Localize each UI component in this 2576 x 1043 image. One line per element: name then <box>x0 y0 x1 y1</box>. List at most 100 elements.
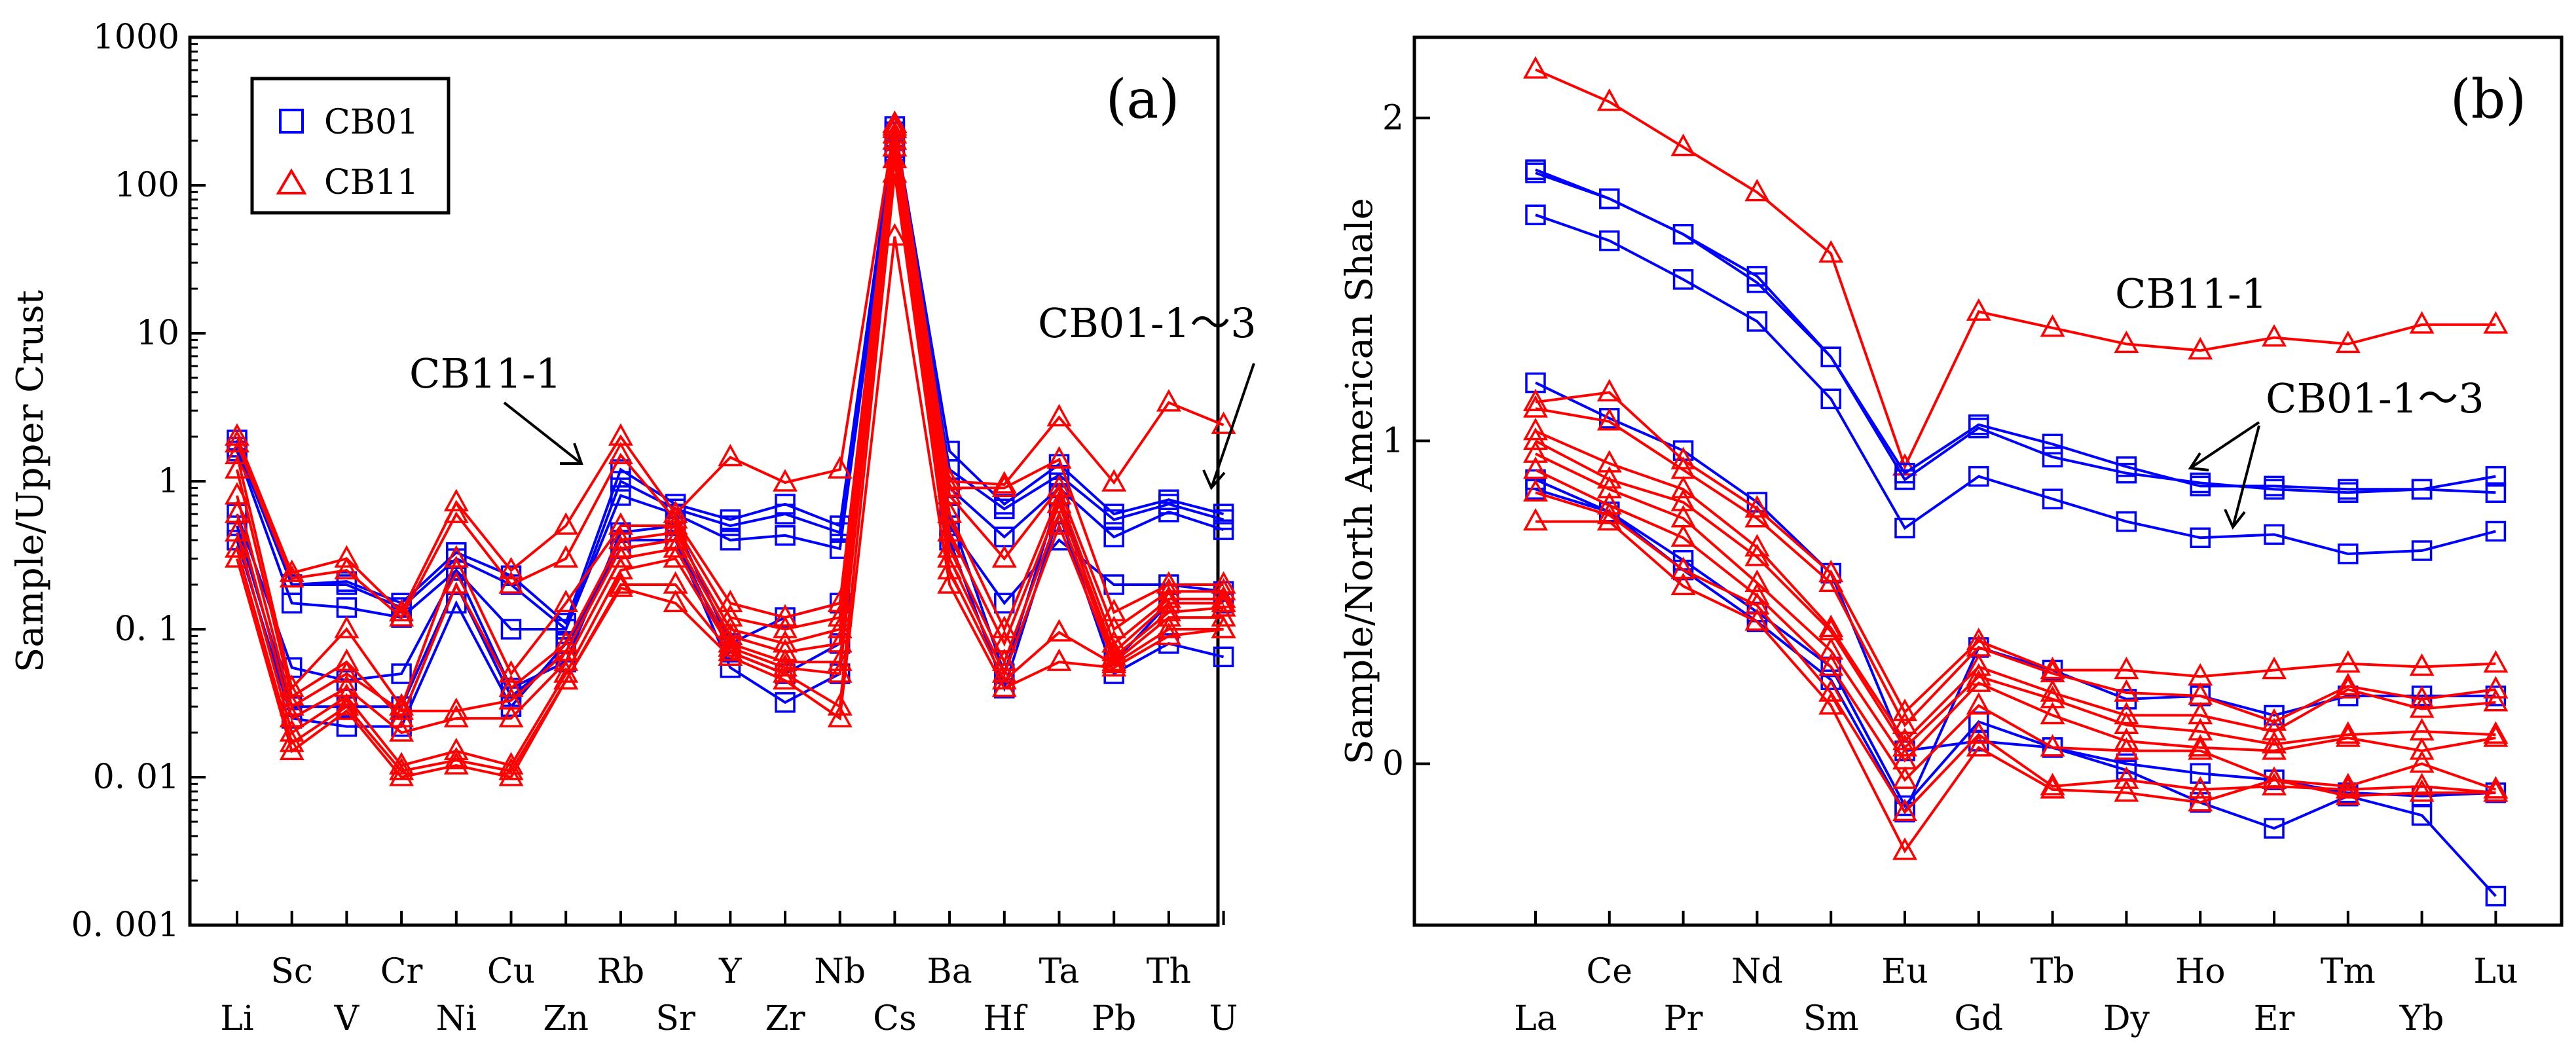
xtick-label-b-La: La <box>1514 999 1557 1038</box>
point-a-CB11-9-U <box>1211 615 1236 638</box>
point-a-CB11-8-Ta <box>1046 619 1072 642</box>
ytick-label-b-2: 2 <box>1382 98 1404 137</box>
annotation-b-cb01: CB01-1～3 <box>2266 375 2484 422</box>
point-b-CB11-1-Nd <box>1744 179 1770 202</box>
point-b-CB11-7-Tb <box>2040 734 2065 757</box>
point-a-CB11-9-Hf <box>991 674 1017 697</box>
panel-b-label: (b) <box>2450 69 2526 131</box>
xtick-label-b-Er: Er <box>2254 999 2295 1038</box>
legend-cb01-label: CB01 <box>324 103 418 142</box>
point-b-CB11-3-La <box>1523 395 1548 418</box>
point-b-CB11-8-Pr <box>1670 556 1696 579</box>
point-b-CB11-9-Tm <box>2335 782 2361 805</box>
point-a-CB11-3-Rb <box>608 512 633 535</box>
point-a-CB11-5-V <box>334 660 359 683</box>
point-a-CB11-2-Y <box>718 589 743 612</box>
point-a-CB11-7-Li <box>225 519 249 542</box>
point-b-CB11-9-Nd <box>1744 608 1770 631</box>
point-b-CB11-6-Sm <box>1818 637 1844 660</box>
annotation-a-cb11-1-arrow <box>503 401 583 465</box>
point-b-CB11-4-Tb <box>2040 679 2065 702</box>
series-b-CB11-7 <box>1523 456 2509 799</box>
point-a-CB11-9-Sr <box>663 589 688 612</box>
point-b-CB11-4-Tm <box>2335 676 2361 699</box>
point-b-CB11-7-La <box>1523 456 1548 479</box>
point-a-CB11-8-Li <box>225 535 249 558</box>
xtick-label-a-Y: Y <box>718 952 742 991</box>
point-b-CB01-1-Tb <box>2042 433 2063 455</box>
point-b-CB11-8-La <box>1523 479 1548 502</box>
point-b-CB11-8-Er <box>2262 773 2287 796</box>
series-line-b-CB11-1 <box>1535 68 2496 471</box>
point-b-CB11-1-Ce <box>1596 88 1622 111</box>
point-b-CB11-4-Lu <box>2483 689 2509 712</box>
point-b-CB11-6-La <box>1523 440 1548 463</box>
point-b-CB01-2-Ce <box>1599 188 1620 210</box>
point-b-CB01-3-Yb <box>2411 540 2433 561</box>
point-a-CB11-6-Sr <box>663 535 688 558</box>
annotation-a-cb01: CB01-1～3 <box>1038 299 1257 347</box>
point-b-CB11-9-Ce <box>1596 508 1622 531</box>
point-a-CB01-3-Th <box>1158 502 1179 522</box>
legend-cb11-label: CB11 <box>324 163 418 202</box>
series-line-b-CB01-5 <box>1535 478 2497 897</box>
xtick-label-b-Lu: Lu <box>2473 952 2518 991</box>
panel-a-tick-labels: 0. 001 0. 01 0. 1 1 10 100 1000 Li Sc V Cr Ni CuZnRb… <box>71 18 1238 1038</box>
annotation-b-cb01-arrowhead-1 <box>2188 452 2209 471</box>
xtick-label-a-U: U <box>1209 999 1238 1038</box>
point-b-CB11-1-Yb <box>2409 311 2435 334</box>
point-b-CB11-4-Dy <box>2114 701 2139 725</box>
point-b-CB11-2-Dy <box>2114 656 2139 680</box>
point-b-CB11-6-Tm <box>2335 724 2361 747</box>
point-a-CB11-3-V <box>334 615 359 638</box>
point-b-CB11-8-Tm <box>2335 776 2361 799</box>
point-b-CB11-6-Nd <box>1744 569 1770 593</box>
point-a-CB11-1-Sc <box>279 559 304 582</box>
point-b-CB11-9-Sm <box>1818 692 1844 715</box>
series-b-CB11-4 <box>1523 417 2509 750</box>
point-b-CB01-2-Dy <box>2116 462 2137 484</box>
point-a-CB01-2-Hf <box>994 498 1015 520</box>
xtick-label-a-Sc: Sc <box>270 952 313 991</box>
series-line-b-CB01-4 <box>1535 381 2496 797</box>
point-a-CB11-2-Rb <box>608 441 633 464</box>
point-a-CB11-7-Sr <box>663 545 688 568</box>
series-b-CB11-9 <box>1523 508 2509 860</box>
xtick-label-a-Ta: Ta <box>1039 952 1080 991</box>
series-line-b-CB11-2 <box>1535 391 2496 714</box>
point-a-CB11-3-Zr <box>773 615 798 638</box>
point-b-CB11-8-Nd <box>1744 592 1770 615</box>
xtick-label-b-Sm: Sm <box>1803 999 1859 1038</box>
point-a-CB11-9-Zr <box>773 667 798 690</box>
point-a-CB01-2-Y <box>720 515 741 536</box>
point-b-CB11-1-La <box>1523 56 1548 79</box>
point-a-CB11-5-Zr <box>773 638 798 661</box>
ytick-label-a-2: 0. 1 <box>115 610 179 649</box>
xtick-label-b-Tb: Tb <box>2031 952 2075 991</box>
series-b-CB01-3 <box>1525 204 2507 564</box>
point-a-CB11-7-Ta <box>1046 512 1072 535</box>
series-a-CB11-8 <box>225 160 1236 780</box>
point-b-CB11-9-La <box>1523 508 1548 531</box>
point-b-CB01-3-Dy <box>2116 511 2137 532</box>
point-b-CB11-4-Ho <box>2188 701 2213 725</box>
point-b-CB11-2-Sm <box>1818 559 1844 583</box>
point-b-CB11-2-Er <box>2262 656 2287 680</box>
point-b-CB11-5-Lu <box>2483 721 2509 744</box>
ytick-label-b-1: 1 <box>1382 421 1404 460</box>
point-b-CB11-2-Nd <box>1744 495 1770 518</box>
point-b-CB01-2-La <box>1525 162 1546 183</box>
point-a-CB11-9-Ta <box>1046 648 1072 671</box>
point-a-CB11-6-Rb <box>608 545 633 568</box>
point-a-CB11-5-Rb <box>608 535 633 558</box>
annotation-b-cb01-arrow-1 <box>2189 421 2260 469</box>
point-b-CB11-3-Lu <box>2483 676 2509 699</box>
point-a-CB01-3-Zr <box>775 525 796 546</box>
point-a-CB11-6-Ni <box>443 704 469 727</box>
xtick-label-a-V: V <box>334 999 360 1038</box>
point-b-CB11-6-Yb <box>2409 737 2435 760</box>
ytick-label-a-6: 1000 <box>93 18 179 57</box>
point-b-CB11-4-Ce <box>1596 450 1622 473</box>
point-b-CB11-6-Dy <box>2114 727 2139 750</box>
